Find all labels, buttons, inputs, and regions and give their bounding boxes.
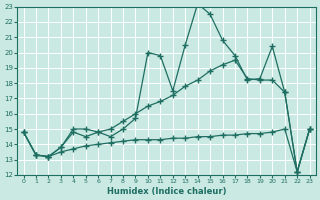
- X-axis label: Humidex (Indice chaleur): Humidex (Indice chaleur): [107, 187, 226, 196]
